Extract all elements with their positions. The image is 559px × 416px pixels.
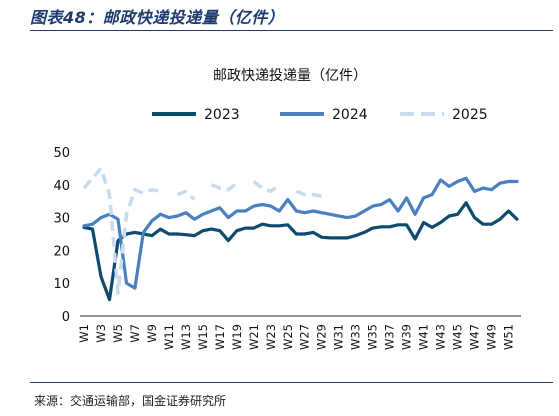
x-tick-label: W25 [281, 324, 295, 350]
x-tick-label: W43 [434, 324, 448, 350]
x-tick-label: W45 [451, 324, 465, 350]
x-tick-label: W47 [468, 324, 482, 350]
x-tick-label: W27 [298, 324, 312, 350]
series-line-2025 [176, 189, 196, 201]
x-tick-label: W23 [264, 324, 278, 350]
x-tick-label: W13 [179, 324, 193, 350]
y-tick-label: 0 [62, 310, 70, 325]
x-tick-label: W31 [332, 324, 346, 350]
x-tick-label: W35 [366, 324, 380, 350]
y-tick-label: 10 [53, 277, 70, 292]
series-line-2023 [82, 201, 519, 302]
x-tick-label: W7 [128, 324, 142, 343]
series-line-2025 [295, 189, 323, 199]
y-tick-label: 50 [53, 146, 70, 161]
series-line-2025 [252, 180, 281, 194]
x-tick-label: W15 [196, 324, 210, 350]
x-tick-label: W17 [213, 324, 227, 350]
legend: 2023 2024 2025 [152, 107, 488, 123]
x-tick-label: W49 [485, 324, 499, 350]
series-line-2024 [82, 176, 519, 290]
title-divider [30, 30, 553, 31]
x-tick-label: W41 [417, 324, 431, 350]
x-tick-label: W11 [162, 324, 176, 350]
x-tick-label: W51 [502, 324, 516, 350]
legend-label-2023: 2023 [204, 107, 240, 123]
x-tick-label: W29 [315, 324, 329, 350]
x-tick-label: W33 [349, 324, 363, 350]
source-note: 来源：交通运输部，国金证券研究所 [34, 394, 227, 408]
x-tick-label: W21 [247, 324, 261, 350]
x-tick-label: W9 [145, 324, 159, 343]
x-tick-label: W5 [111, 324, 125, 343]
figure-title: 图表48：邮政快递投递量（亿件） [30, 8, 285, 27]
x-tick-label: W19 [230, 324, 244, 350]
y-tick-label: 20 [53, 244, 70, 259]
y-tick-label: 40 [53, 179, 70, 194]
y-tick-label: 30 [53, 212, 70, 227]
chart-title: 邮政快递投递量（亿件） [213, 68, 367, 84]
source-divider [30, 382, 553, 383]
series-line-2025 [82, 166, 161, 295]
x-tick-label: W1 [77, 324, 91, 343]
legend-label-2025: 2025 [452, 107, 488, 123]
x-tick-label: W39 [400, 324, 414, 350]
x-tick-label: W37 [383, 324, 397, 350]
x-tick-label: W3 [94, 324, 108, 343]
legend-label-2024: 2024 [332, 107, 368, 123]
series-line-2025 [210, 181, 238, 192]
